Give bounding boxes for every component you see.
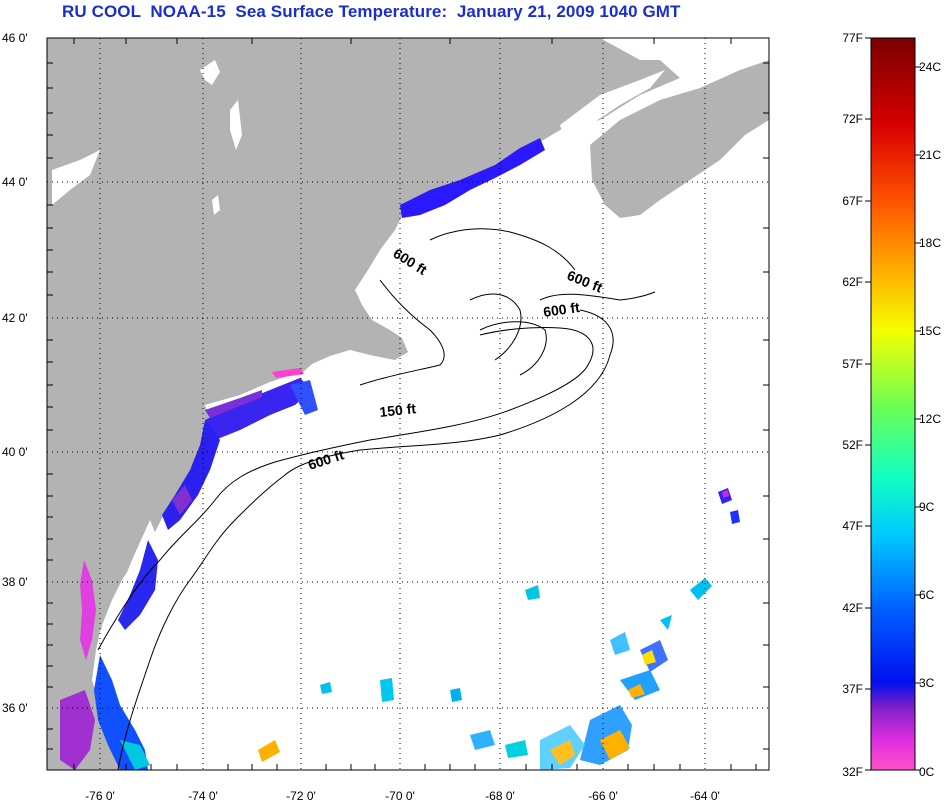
lon-tick-label: -66 0' — [588, 789, 618, 803]
lat-tick-label: 44 0' — [2, 175, 28, 189]
colorbar-label-f: 72F — [842, 112, 863, 126]
lat-tick-label: 42 0' — [2, 311, 28, 325]
colorbar-label-c: 21C — [919, 148, 941, 162]
lat-tick-label: 46 0' — [2, 31, 28, 45]
colorbar-label-f: 32F — [842, 765, 863, 779]
sst-patch-gulf-of-maine — [400, 138, 545, 218]
sst-patch-long-island-sound — [205, 378, 312, 440]
colorbar-label-c: 3C — [919, 676, 935, 690]
colorbar-label-c: 9C — [919, 500, 935, 514]
colorbar-label-f: 77F — [842, 31, 863, 45]
sst-patch-delaware — [118, 540, 158, 630]
lon-tick-label: -68 0' — [485, 789, 515, 803]
contour-label: 600 ft — [542, 299, 581, 320]
bathymetry-contours — [97, 228, 656, 770]
sst-patch-chesapeake — [80, 560, 96, 660]
colorbar-label-c: 24C — [919, 60, 941, 74]
lon-tick-label: -76 0' — [85, 789, 115, 803]
colorbar-label-f: 67F — [842, 194, 863, 208]
colorbar-label-c: 0C — [919, 765, 935, 779]
colorbar-label-f: 37F — [842, 682, 863, 696]
lon-tick-label: -70 0' — [385, 789, 415, 803]
colorbar-label-c: 18C — [919, 236, 941, 250]
lon-tick-label: -74 0' — [188, 789, 218, 803]
colorbar-label-c: 6C — [919, 588, 935, 602]
colorbar-label-f: 57F — [842, 357, 863, 371]
lon-tick-label: -72 0' — [286, 789, 316, 803]
lon-tick-label: -64 0' — [690, 789, 720, 803]
colorbar-label-f: 62F — [842, 275, 863, 289]
map-title: RU COOL NOAA-15 Sea Surface Temperature:… — [62, 2, 681, 21]
sst-patch-virginia-coast — [94, 655, 148, 770]
colorbar: 77F 72F 67F 62F 57F 52F 47F 42F 37F 32F … — [842, 31, 941, 779]
lat-tick-label: 38 0' — [2, 575, 28, 589]
lat-tick-label: 40 0' — [2, 445, 28, 459]
colorbar-label-f: 52F — [842, 438, 863, 452]
land-nova-scotia — [590, 60, 769, 218]
colorbar-label-f: 42F — [842, 601, 863, 615]
graticule — [47, 38, 769, 770]
land-north-america — [47, 38, 680, 770]
colorbar-label-f: 47F — [842, 519, 863, 533]
colorbar-bar — [870, 37, 916, 771]
colorbar-label-c: 15C — [919, 324, 941, 338]
contour-label: 150 ft — [379, 400, 417, 420]
map-frame — [46, 37, 770, 771]
lat-tick-label: 36 0' — [2, 701, 28, 715]
colorbar-label-c: 12C — [919, 412, 941, 426]
axis-ticks — [47, 38, 769, 770]
sst-patch-offshore — [258, 488, 740, 770]
